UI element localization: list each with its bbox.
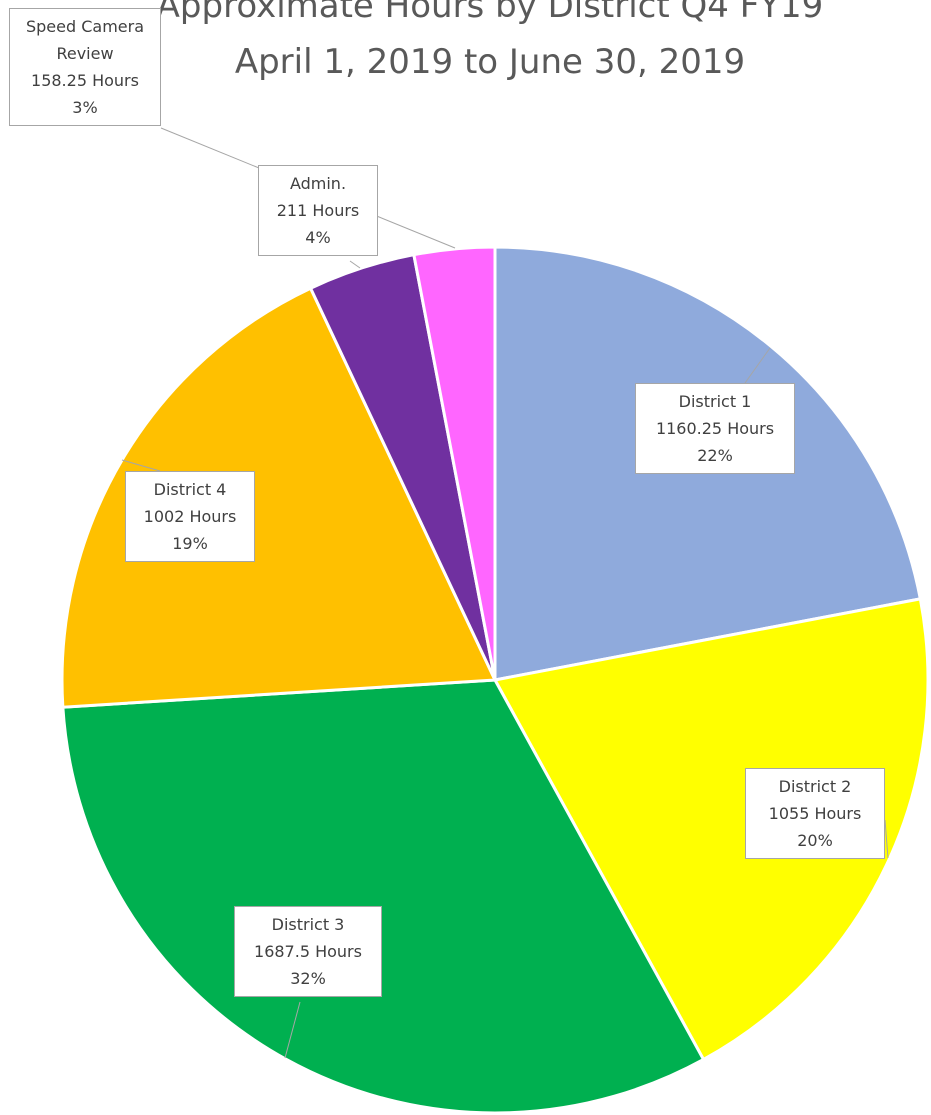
label-leader bbox=[884, 819, 889, 859]
data-label-line: 19% bbox=[172, 534, 208, 553]
data-label-line: 158.25 Hours bbox=[31, 71, 139, 90]
data-label-line: 3% bbox=[72, 98, 98, 117]
data-label: Speed Camera Review 158.25 Hours 3% bbox=[9, 8, 161, 126]
data-label-line: 1160.25 Hours bbox=[655, 419, 775, 438]
data-label-line: Admin. bbox=[289, 174, 347, 193]
label-leader bbox=[349, 260, 361, 269]
label-leader bbox=[284, 1001, 301, 1059]
data-label-line: 22% bbox=[697, 446, 733, 465]
data-label-line: District 2 bbox=[778, 777, 852, 796]
data-label-line: District 4 bbox=[153, 480, 227, 499]
data-label-line: 1055 Hours bbox=[768, 804, 862, 823]
chart-subtitle: April 1, 2019 to June 30, 2019 bbox=[234, 42, 746, 82]
label-leader bbox=[744, 347, 771, 384]
data-label-line: District 3 bbox=[271, 915, 345, 934]
data-label: District 4 1002 Hours 19% bbox=[125, 471, 255, 562]
data-label-line: 32% bbox=[290, 969, 326, 988]
label-leader bbox=[121, 459, 161, 472]
data-label-line: Speed Camera Review bbox=[25, 17, 145, 63]
title-block: Approximate Hours by District Q4 FY19 Ap… bbox=[140, 0, 840, 90]
data-label: District 3 1687.5 Hours 32% bbox=[234, 906, 382, 997]
data-label: Admin. 211 Hours 4% bbox=[258, 165, 378, 256]
data-label-line: 1687.5 Hours bbox=[254, 942, 362, 961]
data-label: District 2 1055 Hours 20% bbox=[745, 768, 885, 859]
data-label-line: 1002 Hours bbox=[143, 507, 237, 526]
data-label: District 1 1160.25 Hours 22% bbox=[635, 383, 795, 474]
pie-slice bbox=[61, 678, 706, 1115]
data-label-line: 4% bbox=[305, 228, 331, 247]
data-label-line: District 1 bbox=[678, 392, 752, 411]
chart-title: Approximate Hours by District Q4 FY19 bbox=[156, 0, 824, 26]
pie-slice bbox=[412, 245, 497, 681]
data-label-line: 211 Hours bbox=[276, 201, 360, 220]
data-label-line: 20% bbox=[797, 831, 833, 850]
pie-slice bbox=[492, 597, 930, 1062]
